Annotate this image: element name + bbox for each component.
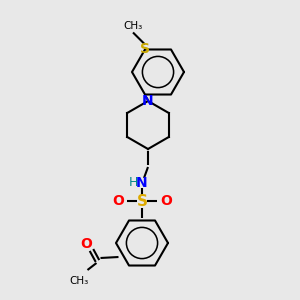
Text: H: H (128, 176, 138, 190)
Text: N: N (142, 94, 154, 108)
Text: O: O (160, 194, 172, 208)
Text: N: N (136, 176, 148, 190)
Text: CH₃: CH₃ (123, 22, 142, 32)
Text: S: S (140, 43, 150, 56)
Text: O: O (112, 194, 124, 208)
Text: S: S (136, 194, 148, 208)
Text: O: O (80, 237, 92, 251)
Text: CH₃: CH₃ (70, 276, 89, 286)
